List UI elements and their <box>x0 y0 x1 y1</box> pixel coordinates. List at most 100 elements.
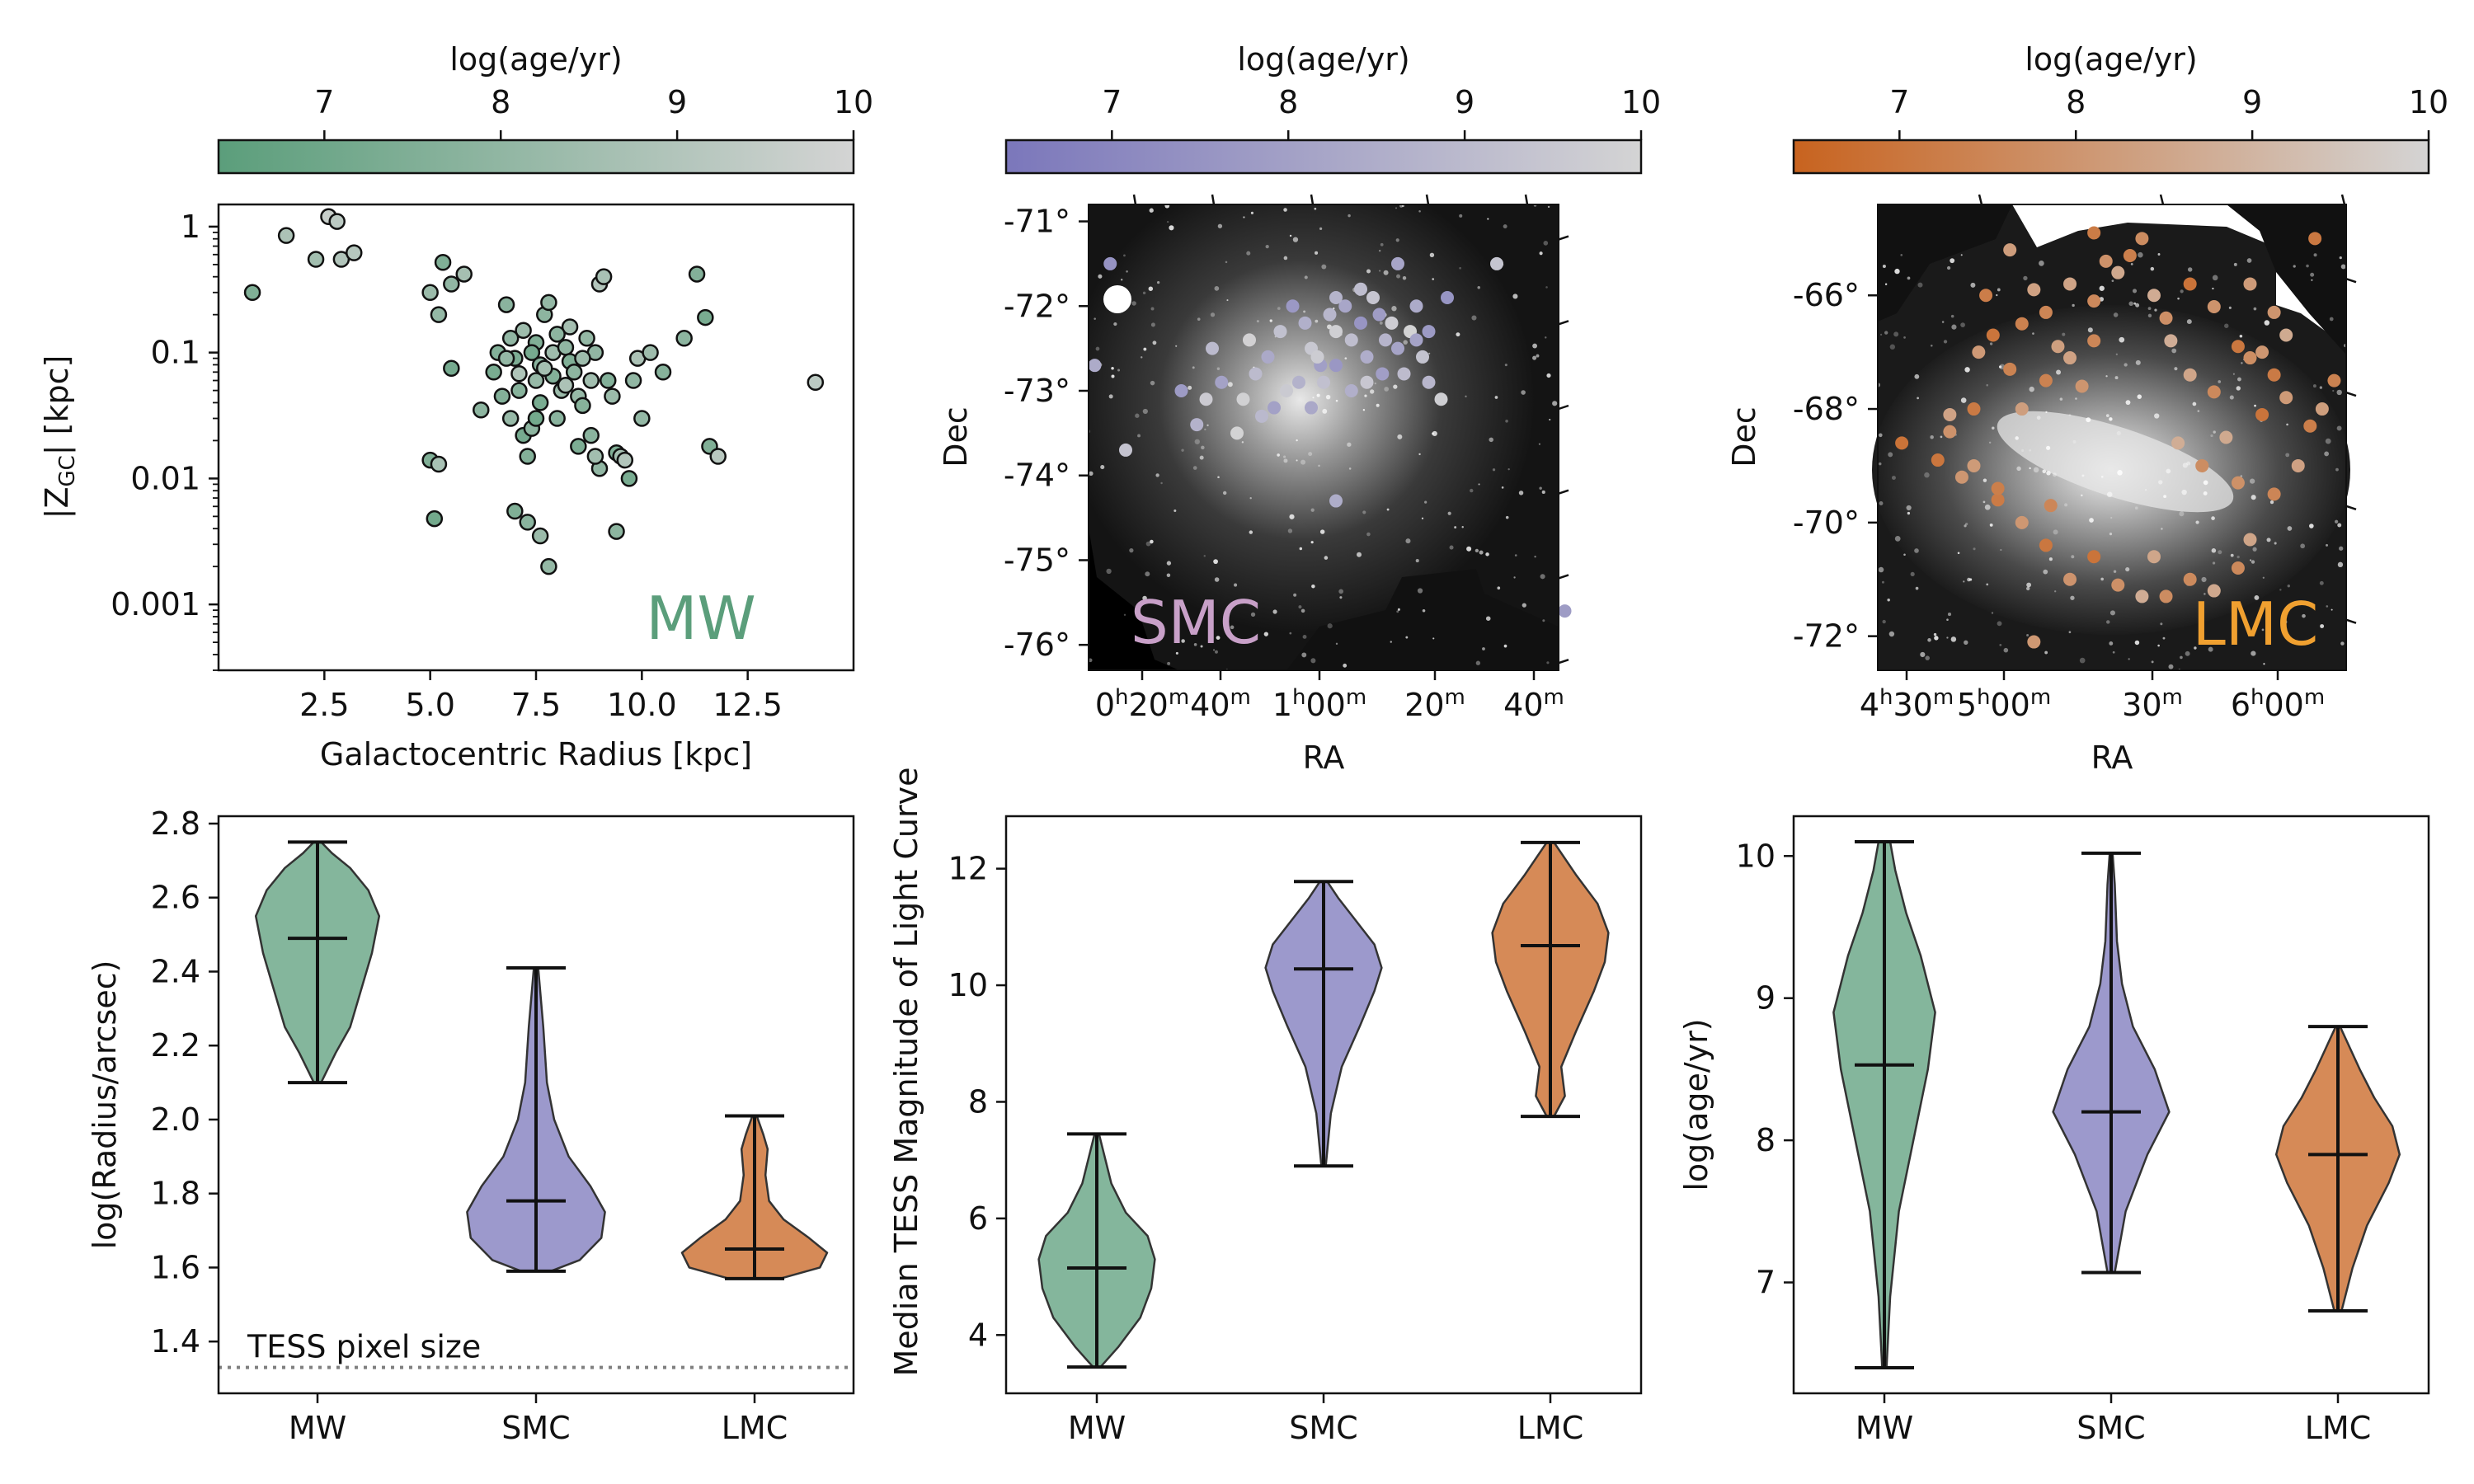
background-star <box>2079 657 2086 664</box>
background-star <box>1319 227 1323 231</box>
background-star <box>2032 332 2034 335</box>
mw-panel-label: MW <box>646 584 755 653</box>
background-star <box>2313 253 2317 257</box>
smc-cluster-point <box>1376 367 1390 381</box>
background-star <box>1203 555 1206 557</box>
background-star <box>1947 613 1952 617</box>
smc-cluster-point <box>1190 418 1204 432</box>
background-star <box>1362 510 1366 514</box>
mw-xtick-label: 5.0 <box>405 687 454 723</box>
background-star <box>1217 476 1220 479</box>
violin-frame <box>217 815 855 1395</box>
background-star <box>1241 441 1244 444</box>
smc-cluster-point <box>1416 350 1429 364</box>
mw-xtick-label: 2.5 <box>299 687 349 723</box>
background-star <box>2163 495 2167 499</box>
background-star <box>1194 439 1200 444</box>
background-star <box>2213 430 2216 434</box>
background-star <box>1894 268 1900 275</box>
background-star <box>1120 279 1123 281</box>
background-star <box>2337 523 2342 528</box>
violin-ytick-label: 2.2 <box>151 1027 200 1064</box>
background-star <box>2236 555 2240 559</box>
violin-xtick-label: MW <box>1856 1410 1913 1446</box>
mw-cluster-point <box>557 339 575 356</box>
background-star <box>1214 286 1220 291</box>
background-star <box>2251 650 2256 656</box>
mw-cluster-point <box>675 329 693 347</box>
background-star <box>1487 218 1489 220</box>
mw-cluster-point <box>548 326 566 343</box>
background-star <box>1289 234 1292 237</box>
background-star <box>1903 336 1906 339</box>
smc-xtick-label: 1h00m <box>1272 685 1366 723</box>
background-star <box>1417 588 1423 594</box>
background-star <box>2045 411 2048 414</box>
background-star <box>1272 609 1277 614</box>
background-star <box>1432 430 1437 437</box>
background-star <box>2087 327 2093 333</box>
mw-cluster-point <box>527 410 545 427</box>
background-star <box>1308 452 1313 457</box>
colorbar-smc: log(age/yr) 7 8 9 10 <box>1004 41 1661 175</box>
background-star <box>2043 569 2048 575</box>
background-star <box>2319 386 2323 389</box>
mw-cluster-point <box>586 448 604 465</box>
background-star <box>1475 660 1481 665</box>
background-star <box>1489 437 1493 443</box>
background-star <box>1094 317 1096 320</box>
background-star <box>1503 644 1507 648</box>
colorbar-lmc-ticks: 7 8 9 10 <box>1889 84 2448 140</box>
background-star <box>1552 401 1558 406</box>
colorbar-lmc-label: log(age/yr) <box>2025 41 2197 77</box>
background-star <box>1970 282 1976 288</box>
background-star <box>1893 331 1899 337</box>
mw-cluster-point <box>633 410 651 427</box>
background-star <box>1505 419 1508 423</box>
background-star <box>1315 251 1319 255</box>
background-star <box>1920 651 1926 658</box>
mw-cluster-point <box>430 306 448 323</box>
background-star <box>1950 258 1955 264</box>
background-star <box>1277 307 1281 310</box>
background-star <box>1497 586 1501 590</box>
violin-ytick-label: 8 <box>1756 1122 1776 1158</box>
background-star <box>2130 263 2133 265</box>
colorbar-lmc: log(age/yr) 7 8 9 10 <box>1792 41 2448 175</box>
mw-cluster-point <box>497 296 515 313</box>
background-star <box>2081 474 2085 477</box>
background-star <box>1324 556 1329 560</box>
violin-ytick-label: 2.4 <box>151 953 200 989</box>
violin-ytick-label: 6 <box>968 1200 988 1237</box>
background-star <box>1405 538 1411 544</box>
background-star <box>1123 254 1126 257</box>
lmc-right-tick <box>2345 505 2357 511</box>
smc-cluster-point <box>1215 375 1229 389</box>
mw-cluster-point <box>506 502 524 520</box>
background-star <box>2251 560 2255 564</box>
background-star <box>1181 448 1184 452</box>
background-star <box>1214 577 1220 582</box>
background-star <box>1542 619 1545 622</box>
lmc-ylabel: Dec <box>1726 406 1762 467</box>
smc-cluster-point <box>1230 426 1244 440</box>
background-star <box>1973 547 1976 551</box>
background-star <box>1933 632 1937 636</box>
mw-cluster-point <box>510 364 528 383</box>
smc-cluster-point <box>1558 604 1572 618</box>
mw-xtick-label: 10.0 <box>607 687 677 723</box>
mw-cluster-point <box>807 373 825 392</box>
violin-ytick-label: 4 <box>968 1317 988 1353</box>
background-star <box>2072 303 2075 308</box>
background-star <box>1310 658 1316 664</box>
colorbar-mw-ticks: 7 8 9 10 <box>314 84 873 140</box>
background-star <box>2125 400 2131 406</box>
background-star <box>1277 453 1280 457</box>
background-star <box>2128 301 2133 307</box>
colorbar-tick-label: 10 <box>2409 84 2448 120</box>
background-star <box>2236 386 2241 391</box>
background-star <box>2056 369 2062 375</box>
background-star <box>1145 571 1150 577</box>
mw-scatter-points <box>243 208 825 575</box>
background-star <box>1206 424 1209 427</box>
